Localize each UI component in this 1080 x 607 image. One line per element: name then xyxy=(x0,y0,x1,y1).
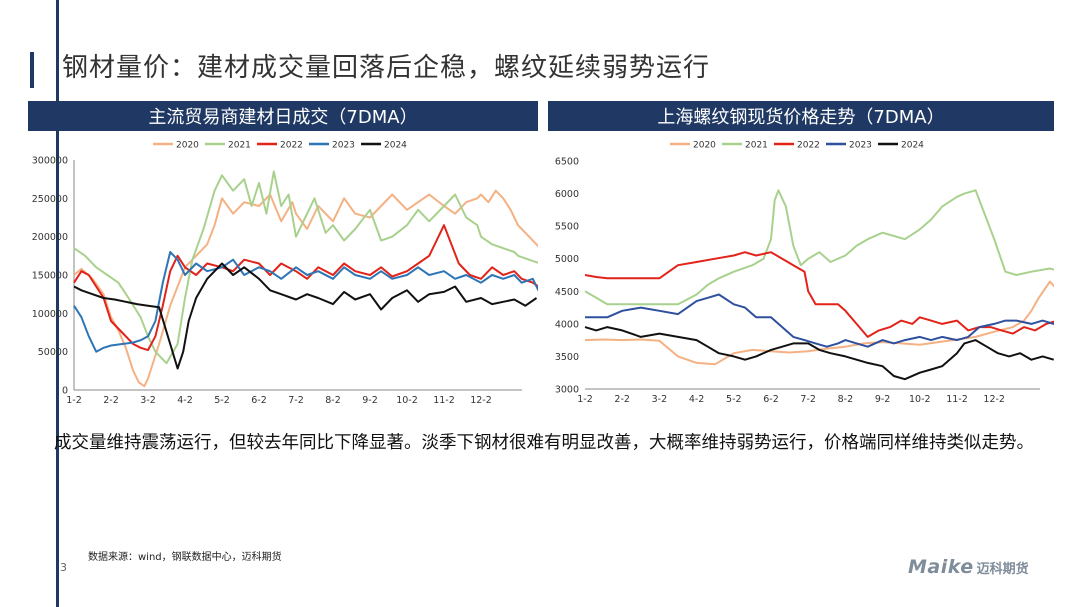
series-line-2023 xyxy=(585,293,1054,348)
y-tick-label: 250000 xyxy=(32,194,68,205)
x-tick-label: 11-2 xyxy=(433,395,455,406)
left-accent-line xyxy=(56,0,59,607)
x-tick-label: 6-2 xyxy=(763,394,779,405)
series-line-2022 xyxy=(584,251,1054,338)
legend-label-2020: 2020 xyxy=(693,141,716,151)
series-line-2021 xyxy=(73,170,538,365)
x-tick-label: 7-2 xyxy=(288,395,304,406)
x-tick-label: 12-2 xyxy=(983,394,1005,405)
y-tick-label: 300000 xyxy=(32,156,68,167)
x-tick-label: 1-2 xyxy=(577,394,593,405)
y-tick-label: 4000 xyxy=(555,319,579,330)
data-source: 数据来源：wind，钢联数据中心，迈科期货 xyxy=(88,552,282,563)
series-line-2020 xyxy=(584,280,1054,366)
x-tick-label: 3-2 xyxy=(140,395,156,406)
legend-label-2021: 2021 xyxy=(228,141,251,151)
y-tick-label: 200000 xyxy=(32,232,68,243)
y-tick-label: 6500 xyxy=(555,157,579,168)
chart-title-right: 上海螺纹钢现货价格走势（7DMA） xyxy=(548,101,1054,131)
y-tick-label: 50000 xyxy=(38,347,68,358)
trading-volume-chart: 2020 2021 2022 2023 2024 300000 250000 200000 15… xyxy=(32,141,538,406)
legend-label-2020: 2020 xyxy=(176,141,199,151)
title-accent-bar xyxy=(30,52,34,88)
legend-label-2024: 2024 xyxy=(384,141,407,151)
rebar-price-chart: 2020 2021 2022 2023 2024 6500 6000 5500 5000 4500… xyxy=(555,141,1054,405)
y-tick-label: 3000 xyxy=(555,385,579,396)
x-tick-label: 1-2 xyxy=(66,395,82,406)
x-tick-label: 5-2 xyxy=(214,395,230,406)
series-line-2023 xyxy=(73,251,538,353)
series-line-2024 xyxy=(584,326,1054,381)
legend-label-2024: 2024 xyxy=(901,141,924,151)
legend-label-2023: 2023 xyxy=(849,141,872,151)
y-tick-label: 3500 xyxy=(555,352,579,363)
x-tick-label: 8-2 xyxy=(325,395,341,406)
y-tick-label: 5000 xyxy=(555,254,579,265)
series-line-2020 xyxy=(73,189,538,388)
summary-text: 成交量维持震荡运行，但较去年同比下降显著。淡季下钢材很难有明显改善，大概率维持弱… xyxy=(54,433,1034,453)
legend-label-2022: 2022 xyxy=(280,141,303,151)
y-tick-label: 6000 xyxy=(555,189,579,200)
x-tick-label: 6-2 xyxy=(251,395,267,406)
x-tick-label: 12-2 xyxy=(470,395,492,406)
logo-cn: 迈科期货 xyxy=(976,561,1029,577)
x-tick-label: 9-2 xyxy=(362,395,378,406)
series-line-2021 xyxy=(584,189,1054,306)
legend-label-2022: 2022 xyxy=(797,141,820,151)
x-tick-label: 2-2 xyxy=(103,395,119,406)
y-tick-label: 5500 xyxy=(555,222,579,233)
x-tick-label: 10-2 xyxy=(396,395,418,406)
x-tick-label: 5-2 xyxy=(726,394,742,405)
x-tick-label: 4-2 xyxy=(689,394,705,405)
series-line-2024 xyxy=(73,262,538,370)
x-tick-label: 7-2 xyxy=(800,394,816,405)
y-tick-label: 0 xyxy=(62,386,68,397)
x-tick-label: 2-2 xyxy=(614,394,630,405)
y-tick-label: 150000 xyxy=(32,271,68,282)
x-tick-label: 3-2 xyxy=(652,394,668,405)
x-tick-label: 8-2 xyxy=(838,394,854,405)
series-line-2022 xyxy=(73,224,538,352)
x-tick-label: 11-2 xyxy=(946,394,968,405)
x-tick-label: 10-2 xyxy=(909,394,931,405)
page-number: 3 xyxy=(60,561,67,574)
x-tick-label: 4-2 xyxy=(177,395,193,406)
logo-brand: Maike xyxy=(908,556,974,578)
chart-title-left: 主流贸易商建材日成交（7DMA） xyxy=(28,101,538,131)
maike-logo: Maike 迈科期货 xyxy=(908,556,1029,578)
y-tick-label: 4500 xyxy=(555,287,579,298)
y-tick-label: 100000 xyxy=(32,309,68,320)
x-tick-label: 9-2 xyxy=(875,394,891,405)
legend-label-2021: 2021 xyxy=(745,141,768,151)
page-title: 钢材量价：建材成交量回落后企稳，螺纹延续弱势运行 xyxy=(62,53,711,83)
legend-label-2023: 2023 xyxy=(332,141,355,151)
